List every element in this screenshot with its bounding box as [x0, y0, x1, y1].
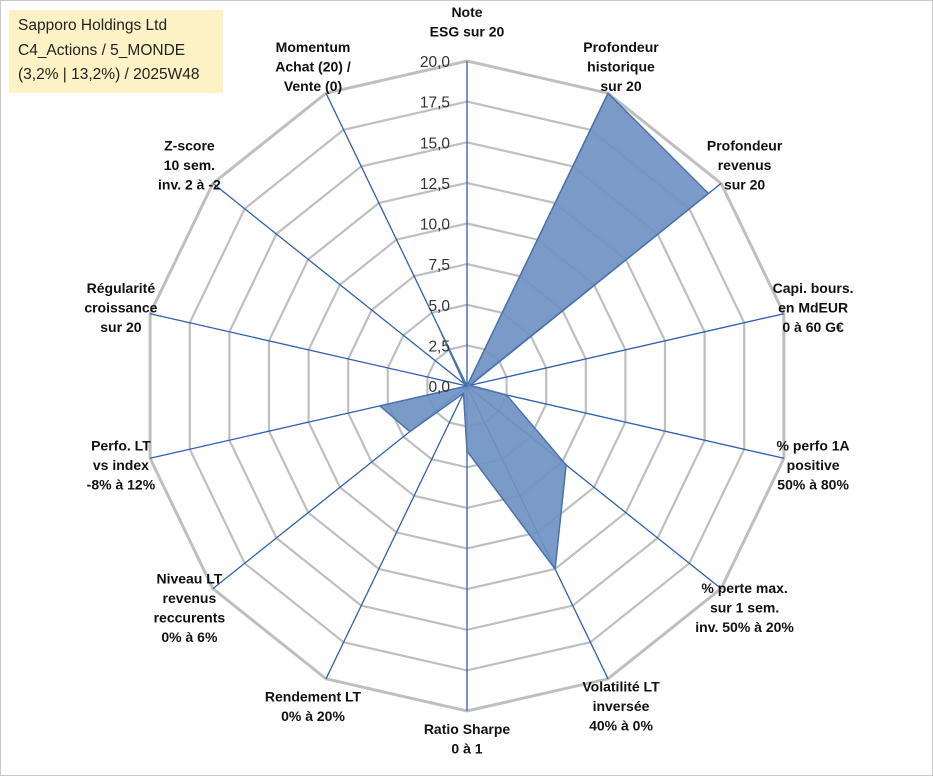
data-point — [466, 450, 468, 452]
tick-label: 15,0 — [420, 135, 451, 152]
axis-label: Ratio Sharpe 0 à 1 — [424, 721, 511, 757]
axis-label-line: Z-score — [164, 137, 215, 153]
axis-label-line: sur 1 sem. — [710, 600, 779, 616]
tick-label: 0,0 — [428, 379, 450, 396]
axis-label-line: 0% à 6% — [161, 629, 218, 645]
tick-label: 10,0 — [420, 217, 451, 234]
axis-label-line: sur 20 — [724, 176, 765, 192]
data-point — [469, 384, 472, 387]
data-point — [438, 326, 440, 329]
axis-label-line: historique — [587, 58, 655, 74]
axis-label-line: Vente (0) — [284, 78, 342, 94]
axis-spoke — [325, 385, 468, 680]
axis-label-line: 40% à 0% — [589, 718, 653, 734]
axis-label-line: Régularité — [87, 280, 156, 296]
axis-label-line: % perte max. — [701, 580, 787, 596]
data-point — [379, 405, 381, 407]
axis-label: Volatilité LT inversée 40% à 0% — [582, 679, 660, 734]
axis-label-line: 0 à 60 G€ — [782, 319, 844, 335]
axis-label-line: inversée — [593, 698, 650, 714]
tick-label: 5,0 — [428, 298, 450, 315]
axis-label: Profondeur revenus sur 20 — [707, 137, 783, 192]
tick-label: 2,5 — [428, 338, 450, 355]
axis-label-line: ESG sur 20 — [430, 24, 505, 40]
chart-title-box: Sapporo Holdings Ltd C4_Actions / 5_MOND… — [9, 10, 223, 93]
axis-label-line: Note — [451, 4, 482, 20]
axis-label: Rendement LT 0% à 20% — [265, 688, 362, 724]
radar-tick-labels: 0,0 2,5 5,0 7,5 10,0 12,5 15,0 17,5 20,0 — [420, 54, 451, 396]
tick-label: 17,5 — [420, 95, 450, 112]
axis-label: % perte max. sur 1 sem. inv. 50% à 20% — [695, 580, 794, 635]
axis-label-line: sur 20 — [100, 319, 141, 335]
data-point — [463, 383, 466, 385]
axis-label: Z-score 10 sem. inv. 2 à -2 — [158, 137, 221, 192]
axis-label-line: reccurents — [154, 609, 226, 625]
title-line-1: Sapporo Holdings Ltd — [18, 17, 168, 34]
axis-spoke — [466, 385, 785, 459]
axis-label-line: 10 sem. — [164, 157, 215, 173]
axis-label-line: revenus — [163, 590, 217, 606]
axis-label-line: inv. 2 à -2 — [158, 176, 221, 192]
data-point — [466, 385, 468, 387]
axis-spoke — [149, 313, 468, 387]
axis-label-line: 50% à 80% — [777, 477, 849, 493]
axis-label: Momentum Achat (20) / Vente (0) — [275, 39, 351, 94]
tick-label: 7,5 — [428, 257, 450, 274]
axis-label-line: Ratio Sharpe — [424, 721, 511, 737]
title-line-3: (3,2% | 13,2%) / 2025W48 — [18, 66, 200, 83]
axis-label-line: en MdEUR — [778, 299, 848, 315]
axis-label-line: Achat (20) / — [275, 58, 351, 74]
axis-label: Profondeur historique sur 20 — [583, 39, 659, 94]
axis-label-line: 0 à 1 — [451, 741, 482, 757]
axis-label-line: Niveau LT — [156, 570, 222, 586]
axis-label: Capi. bours. en MdEUR 0 à 60 G€ — [773, 280, 854, 335]
data-point — [462, 392, 465, 395]
axis-label: Niveau LT revenus reccurents 0% à 6% — [154, 570, 226, 645]
axis-label-line: Profondeur — [583, 39, 659, 55]
axis-label-line: inv. 50% à 20% — [695, 619, 794, 635]
axis-spoke — [466, 313, 785, 387]
data-point — [505, 394, 508, 396]
tick-label: 12,5 — [420, 176, 450, 193]
axis-label-line: positive — [787, 457, 840, 473]
axis-label-line: Capi. bours. — [773, 280, 854, 296]
axis-label-line: sur 20 — [600, 78, 641, 94]
axis-label-line: -8% à 12% — [87, 477, 156, 493]
data-point — [554, 568, 556, 570]
axis-label-line: Momentum — [276, 39, 351, 55]
title-line-2: C4_Actions / 5_MONDE — [18, 41, 186, 59]
axis-label-line: croissance — [84, 299, 157, 315]
axis-label: Note ESG sur 20 — [430, 4, 505, 40]
axis-label-line: Volatilité LT — [582, 679, 660, 695]
data-point — [565, 464, 567, 466]
axis-spoke — [212, 182, 468, 387]
radar-series — [379, 92, 710, 570]
axis-label: Régularité croissance sur 20 — [84, 280, 157, 335]
axis-label-line: Perfo. LT — [91, 438, 151, 454]
axis-label-line: Profondeur — [707, 137, 783, 153]
axis-label-line: revenus — [718, 157, 772, 173]
axis-label: % perfo 1A positive 50% à 80% — [777, 438, 850, 493]
axis-label-line: vs index — [93, 457, 149, 473]
tick-label: 20,0 — [420, 54, 451, 71]
data-point — [707, 192, 710, 195]
axis-label-line: 0% à 20% — [281, 708, 345, 724]
data-point — [409, 430, 411, 433]
axis-label: Perfo. LT vs index -8% à 12% — [87, 438, 156, 493]
data-point — [607, 92, 609, 94]
axis-label-line: Rendement LT — [265, 688, 362, 704]
radar-axis-labels: Note ESG sur 20 Profondeur historique sur 20… — [84, 4, 853, 757]
axis-label-line: % perfo 1A — [777, 438, 850, 454]
